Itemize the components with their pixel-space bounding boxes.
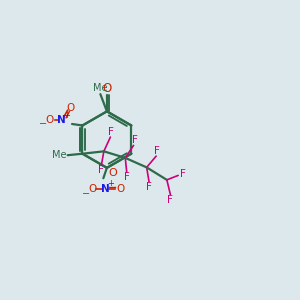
- Text: O: O: [108, 168, 117, 178]
- Text: O: O: [102, 82, 112, 95]
- Text: O: O: [46, 115, 54, 125]
- Text: F: F: [132, 135, 138, 145]
- Text: F: F: [180, 169, 186, 179]
- Text: +: +: [64, 111, 70, 120]
- Text: F: F: [124, 172, 130, 182]
- Text: F: F: [167, 195, 173, 205]
- Text: N: N: [57, 115, 66, 125]
- Text: F: F: [108, 127, 114, 137]
- Text: Me: Me: [52, 150, 67, 160]
- Text: O: O: [116, 184, 124, 194]
- Text: O: O: [66, 103, 75, 112]
- Text: F: F: [154, 146, 160, 156]
- Text: +: +: [108, 179, 115, 188]
- Text: −: −: [82, 189, 90, 199]
- Text: −: −: [39, 119, 47, 129]
- Text: O: O: [88, 184, 97, 194]
- Text: N: N: [101, 184, 110, 194]
- Text: Me: Me: [92, 82, 107, 93]
- Text: F: F: [98, 165, 104, 175]
- Text: F: F: [146, 182, 152, 192]
